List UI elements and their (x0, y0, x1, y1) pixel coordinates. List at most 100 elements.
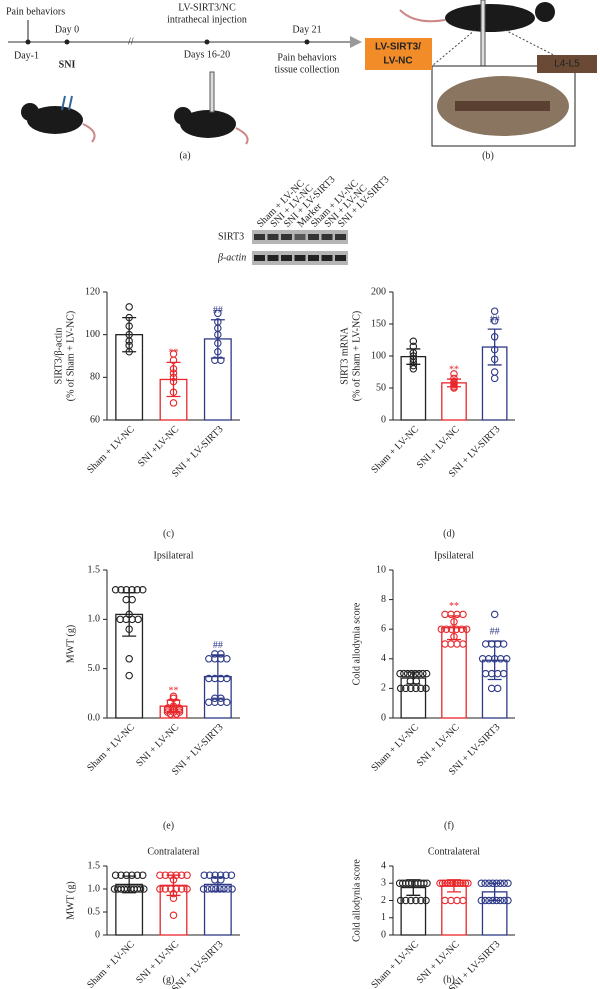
bar (441, 885, 467, 936)
blot-band (308, 255, 319, 261)
y-tick-label: 0.5 (88, 906, 101, 917)
data-point (446, 879, 454, 887)
schematic: LV-SIRT3/ LV-NC L4-L5 (b) (365, 0, 597, 161)
blot-band (281, 255, 292, 261)
blot-band (294, 255, 306, 261)
data-point (125, 671, 133, 680)
data-point (481, 640, 490, 648)
chart-title: Contralateral (147, 846, 199, 857)
significance-label: ** (169, 348, 179, 359)
data-point (169, 369, 178, 377)
data-point (220, 885, 228, 893)
data-point (459, 640, 467, 648)
data-point (447, 625, 456, 633)
y-axis-label: SIRT3 mRNA (339, 326, 350, 384)
data-point (417, 896, 425, 905)
data-point (217, 694, 225, 703)
y-tick-label: 6 (381, 623, 386, 634)
significance-label: ## (213, 305, 223, 316)
error-bar (166, 361, 181, 398)
blot-band (294, 234, 306, 240)
data-point (493, 640, 502, 648)
y-tick-label: 80 (90, 372, 100, 383)
data-point (122, 871, 131, 879)
timeline-dot (304, 39, 310, 45)
bar-chart: 0 2 4 6 8 10 Cold allodynia score Ipsilateral (f… (351, 550, 515, 831)
data-point (156, 885, 164, 893)
timeline-text: Day 21 (292, 24, 321, 35)
data-point (128, 585, 136, 594)
data-point (117, 871, 125, 879)
timeline-text: Pain behaviors (6, 6, 65, 17)
panel-label: (a) (179, 150, 190, 161)
data-point (169, 365, 178, 373)
y-tick-label: 0 (381, 414, 386, 425)
data-point (169, 894, 178, 902)
chart-title: Contralateral (428, 846, 480, 857)
timeline-arrow (350, 36, 362, 48)
data-point (122, 585, 131, 594)
zoom-line (431, 29, 476, 67)
x-tick-label: Sham + LV-NC (369, 939, 421, 989)
data-point (409, 365, 418, 373)
data-point (500, 879, 508, 887)
data-point (216, 885, 224, 893)
blot-band (308, 234, 319, 240)
data-point (214, 330, 222, 339)
timeline-text: SNI (59, 59, 76, 70)
data-point (223, 674, 231, 683)
data-point (117, 585, 125, 594)
data-point (442, 625, 451, 633)
data-point (461, 879, 470, 887)
significance-label: ## (490, 314, 500, 325)
error-bar (406, 348, 421, 365)
data-point (216, 871, 225, 879)
data-point (169, 356, 178, 365)
data-point (407, 669, 416, 678)
data-point (172, 710, 181, 718)
x-tick-label: Sham + LV-NC (85, 424, 137, 476)
data-point (125, 313, 133, 322)
data-point (227, 871, 236, 879)
data-point (396, 684, 405, 693)
data-point (415, 669, 423, 678)
data-point (140, 885, 148, 893)
data-point (223, 655, 231, 663)
data-point (214, 347, 222, 356)
data-point (217, 876, 225, 884)
y-tick-label: 1.0 (88, 883, 101, 894)
y-axis-label: MWT (g) (65, 625, 76, 663)
x-tick-label: SNI + LV-NC (134, 939, 181, 986)
data-point (437, 625, 446, 633)
data-point (438, 879, 447, 887)
data-point (454, 879, 462, 887)
data-point (419, 669, 427, 678)
chart-title: Ipsilateral (434, 550, 474, 561)
data-point (451, 879, 460, 887)
blot-row-label: β-actin (217, 252, 246, 263)
error-bar (447, 378, 461, 388)
data-point (177, 871, 186, 879)
timeline-break: // (128, 36, 134, 47)
y-tick-label: 4 (381, 653, 386, 664)
significance-label: ** (449, 601, 459, 612)
data-point (183, 885, 191, 893)
data-point (499, 669, 508, 678)
timeline-text: tissue collection (275, 64, 340, 75)
segment-box (537, 55, 597, 73)
data-point (407, 896, 415, 905)
data-point (496, 879, 505, 887)
x-tick-label: Sham + LV-NC (85, 722, 137, 774)
y-tick-label: 10 (376, 564, 386, 575)
data-point (403, 669, 412, 678)
data-point (492, 896, 501, 905)
blot-row-label: SIRT3 (218, 231, 244, 242)
data-point (499, 640, 508, 648)
data-point (169, 692, 178, 701)
mouse-icon (174, 71, 249, 145)
bar-chart: 0 1 2 3 4 Cold allodynia score Contralateral (h… (351, 846, 515, 989)
data-point (139, 871, 147, 879)
data-point (464, 879, 472, 887)
x-tick-label: SNI +LV-NC (136, 424, 181, 469)
